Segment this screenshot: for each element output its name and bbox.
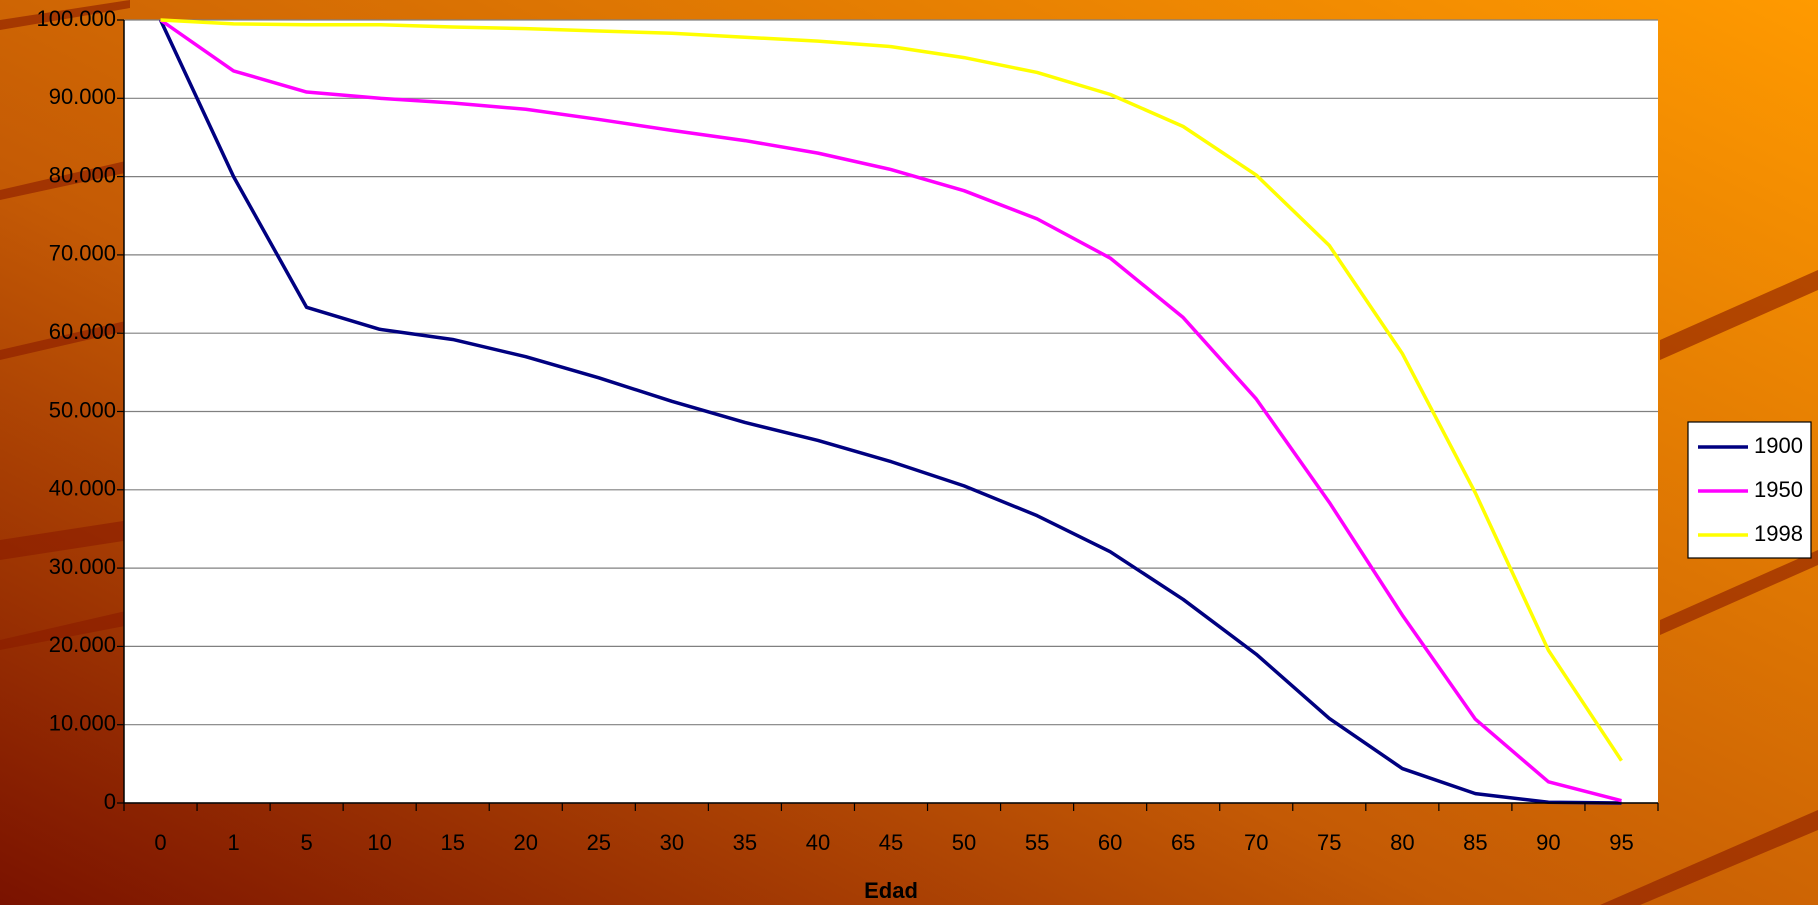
legend-label: 1950 [1754,477,1803,502]
chart: Edad 0 10.000 20.000 30.000 40.000 50.000 60.0… [0,0,1818,905]
x-tick-label: 20 [514,830,538,855]
x-tick-label: 70 [1244,830,1268,855]
x-tick-label: 40 [806,830,830,855]
x-tick-label: 5 [300,830,312,855]
x-tick-label: 45 [879,830,903,855]
y-tick-label: 50.000 [49,397,116,422]
x-tick-label: 90 [1536,830,1560,855]
legend-label: 1900 [1754,433,1803,458]
x-tick-label: 1 [227,830,239,855]
y-tick-label: 30.000 [49,554,116,579]
y-tick-label: 0 [104,789,116,814]
x-tick-label: 0 [154,830,166,855]
x-tick-label: 95 [1609,830,1633,855]
y-tick-label: 40.000 [49,476,116,501]
x-tick-label: 25 [587,830,611,855]
y-tick-label: 10.000 [49,711,116,736]
y-tick-label: 20.000 [49,632,116,657]
x-tick-label: 65 [1171,830,1195,855]
y-tick-label: 70.000 [49,241,116,266]
x-tick-label: 50 [952,830,976,855]
y-tick-label: 100.000 [36,6,116,31]
y-tick-label: 60.000 [49,319,116,344]
x-tick-label: 10 [367,830,391,855]
x-tick-label: 85 [1463,830,1487,855]
x-tick-label: 60 [1098,830,1122,855]
x-tick-label: 35 [733,830,757,855]
x-tick-label: 80 [1390,830,1414,855]
x-tick-label: 75 [1317,830,1341,855]
y-tick-label: 90.000 [49,84,116,109]
page: Edad 0 10.000 20.000 30.000 40.000 50.000 60.0… [0,0,1818,905]
x-axis-label: Edad [864,878,918,903]
legend-label: 1998 [1754,521,1803,546]
x-tick-label: 30 [660,830,684,855]
x-tick-label: 55 [1025,830,1049,855]
x-tick-label: 15 [440,830,464,855]
y-tick-label: 80.000 [49,162,116,187]
